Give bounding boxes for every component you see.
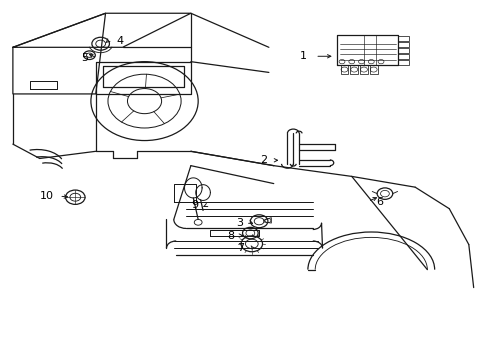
Text: 1: 1 <box>299 51 306 61</box>
Bar <box>397 36 408 41</box>
Text: 7: 7 <box>237 243 244 253</box>
Text: 2: 2 <box>260 155 267 165</box>
Bar <box>369 65 377 74</box>
Text: 9: 9 <box>191 200 198 210</box>
Bar <box>349 65 357 74</box>
Text: 6: 6 <box>376 197 383 207</box>
Text: 3: 3 <box>236 218 243 228</box>
Bar <box>397 54 408 59</box>
Bar <box>397 60 408 65</box>
Bar <box>340 65 347 74</box>
Bar <box>397 48 408 53</box>
Bar <box>359 65 367 74</box>
Text: 4: 4 <box>116 36 123 46</box>
Text: 8: 8 <box>227 231 234 240</box>
Bar <box>397 42 408 46</box>
Text: 5: 5 <box>81 53 88 63</box>
Text: 10: 10 <box>40 191 54 201</box>
